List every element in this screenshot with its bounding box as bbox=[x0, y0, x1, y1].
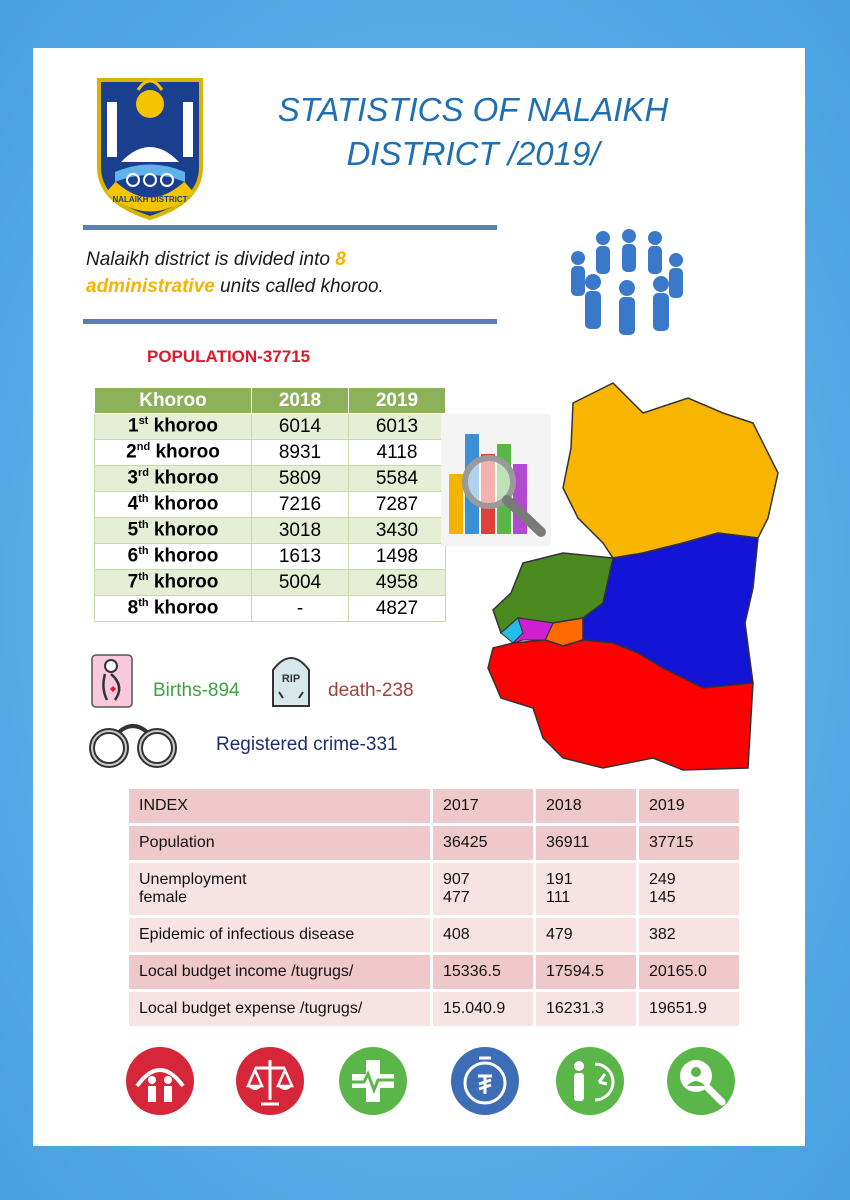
value-2018: 479 bbox=[536, 918, 636, 952]
intro-part-1: Nalaikh district is divided into bbox=[86, 249, 336, 270]
death-stat: death-238 bbox=[328, 680, 414, 701]
index-header-row: INDEX 2017 2018 2019 bbox=[129, 789, 739, 823]
justice-scales-icon bbox=[236, 1047, 304, 1115]
table-row: 3rd khoroo 5809 5584 bbox=[94, 465, 446, 492]
intro-highlight-word: administrative bbox=[86, 276, 215, 297]
khoroo-label: 2nd khoroo bbox=[94, 439, 252, 466]
value-2018: 8931 bbox=[251, 439, 349, 466]
value-2017: 15336.5 bbox=[433, 955, 533, 989]
value-2017: 15.040.9 bbox=[433, 992, 533, 1026]
pregnant-woman-icon bbox=[91, 654, 133, 708]
khoroo-label: 5th khoroo bbox=[94, 517, 252, 544]
header-2018: 2018 bbox=[536, 789, 636, 823]
table-row: 7th khoroo 5004 4958 bbox=[94, 569, 446, 596]
value-2019: 4958 bbox=[348, 569, 446, 596]
title-line-2: DISTRICT /2019/ bbox=[346, 135, 600, 172]
row-label: Local budget income /tugrugs/ bbox=[129, 955, 430, 989]
khoroo-label: 6th khoroo bbox=[94, 543, 252, 570]
value-2018: 16231.3 bbox=[536, 992, 636, 1026]
value-2019: 20165.0 bbox=[639, 955, 739, 989]
table-row: Population 36425 36911 37715 bbox=[129, 826, 739, 860]
table-row: 4th khoroo 7216 7287 bbox=[94, 491, 446, 518]
births-stat: Births-894 bbox=[153, 680, 240, 701]
table-row: 2nd khoroo 8931 4118 bbox=[94, 439, 446, 466]
index-table: INDEX 2017 2018 2019 Population 36425 36… bbox=[126, 786, 742, 1029]
intro-highlight-number: 8 bbox=[335, 249, 346, 270]
value-2019: 1498 bbox=[348, 543, 446, 570]
tugrug-money-icon bbox=[451, 1047, 519, 1115]
chart-magnifier-icon bbox=[441, 414, 551, 546]
table-row: 6th khoroo 1613 1498 bbox=[94, 543, 446, 570]
value-2019: 249 145 bbox=[639, 863, 739, 915]
table-row: Unemployment female 907 477 191 111 249 145 bbox=[129, 863, 739, 915]
row-label: Epidemic of infectious disease bbox=[129, 918, 430, 952]
value-2017: 408 bbox=[433, 918, 533, 952]
district-emblem-icon: NALAIKH DISTRICT bbox=[97, 78, 203, 220]
rip-text: RIP bbox=[282, 673, 300, 685]
health-cross-icon bbox=[339, 1047, 407, 1115]
header-index: INDEX bbox=[129, 789, 430, 823]
value-2019: 7287 bbox=[348, 491, 446, 518]
value-2018: 5809 bbox=[251, 465, 349, 492]
family-icon bbox=[126, 1047, 194, 1115]
worker-clock-icon bbox=[556, 1047, 624, 1115]
value-2018: 36911 bbox=[536, 826, 636, 860]
row-label: Local budget expense /tugrugs/ bbox=[129, 992, 430, 1026]
value-2019: 3430 bbox=[348, 517, 446, 544]
divider-bottom bbox=[83, 319, 497, 324]
district-map bbox=[487, 382, 779, 771]
value-2018: 191 111 bbox=[536, 863, 636, 915]
header-2019: 2019 bbox=[348, 387, 446, 414]
header-2018: 2018 bbox=[251, 387, 349, 414]
value-2018: 1613 bbox=[251, 543, 349, 570]
table-row: 5th khoroo 3018 3430 bbox=[94, 517, 446, 544]
khoroo-label: 4th khoroo bbox=[94, 491, 252, 518]
khoroo-label: 1st khoroo bbox=[94, 413, 252, 440]
row-label: Unemployment female bbox=[129, 863, 430, 915]
logo-text: NALAIKH DISTRICT bbox=[112, 195, 187, 204]
header-2019: 2019 bbox=[639, 789, 739, 823]
intro-text: Nalaikh district is divided into 8 admin… bbox=[86, 246, 526, 300]
value-2018: - bbox=[251, 595, 349, 622]
value-2018: 5004 bbox=[251, 569, 349, 596]
table-row: Local budget income /tugrugs/ 15336.5 17… bbox=[129, 955, 739, 989]
khoroo-population-table: Khoroo 2018 2019 1st khoroo 6014 6013 2n… bbox=[94, 387, 446, 622]
page-title: STATISTICS OF NALAIKH DISTRICT /2019/ bbox=[233, 88, 713, 176]
value-2019: 382 bbox=[639, 918, 739, 952]
value-2019: 19651.9 bbox=[639, 992, 739, 1026]
job-search-icon bbox=[667, 1047, 735, 1115]
table-header-row: Khoroo 2018 2019 bbox=[94, 387, 446, 414]
people-group-icon bbox=[571, 229, 683, 335]
value-2017: 36425 bbox=[433, 826, 533, 860]
population-title: POPULATION-37715 bbox=[147, 347, 311, 366]
value-2018: 17594.5 bbox=[536, 955, 636, 989]
crime-stat: Registered crime-331 bbox=[216, 734, 398, 755]
title-line-1: STATISTICS OF NALAIKH bbox=[277, 91, 669, 128]
value-2018: 7216 bbox=[251, 491, 349, 518]
value-2019: 6013 bbox=[348, 413, 446, 440]
table-row: Local budget expense /tugrugs/ 15.040.9 … bbox=[129, 992, 739, 1026]
divider-top bbox=[83, 225, 497, 230]
table-row: 1st khoroo 6014 6013 bbox=[94, 413, 446, 440]
khoroo-label: 7th khoroo bbox=[94, 569, 252, 596]
value-2017: 907 477 bbox=[433, 863, 533, 915]
tombstone-icon: RIP bbox=[272, 657, 310, 707]
khoroo-label: 8th khoroo bbox=[94, 595, 252, 622]
khoroo-label: 3rd khoroo bbox=[94, 465, 252, 492]
value-2019: 4118 bbox=[348, 439, 446, 466]
value-2018: 6014 bbox=[251, 413, 349, 440]
intro-part-2: units called khoroo. bbox=[214, 276, 384, 297]
header-khoroo: Khoroo bbox=[94, 387, 252, 414]
value-2019: 37715 bbox=[639, 826, 739, 860]
table-row: 8th khoroo - 4827 bbox=[94, 595, 446, 622]
handcuffs-icon bbox=[89, 724, 177, 768]
table-row: Epidemic of infectious disease 408 479 3… bbox=[129, 918, 739, 952]
value-2019: 4827 bbox=[348, 595, 446, 622]
value-2018: 3018 bbox=[251, 517, 349, 544]
header-2017: 2017 bbox=[433, 789, 533, 823]
infographic-page: NALAIKH DISTRICT STATISTICS OF NALAIKH D… bbox=[33, 48, 805, 1146]
value-2019: 5584 bbox=[348, 465, 446, 492]
row-label: Population bbox=[129, 826, 430, 860]
